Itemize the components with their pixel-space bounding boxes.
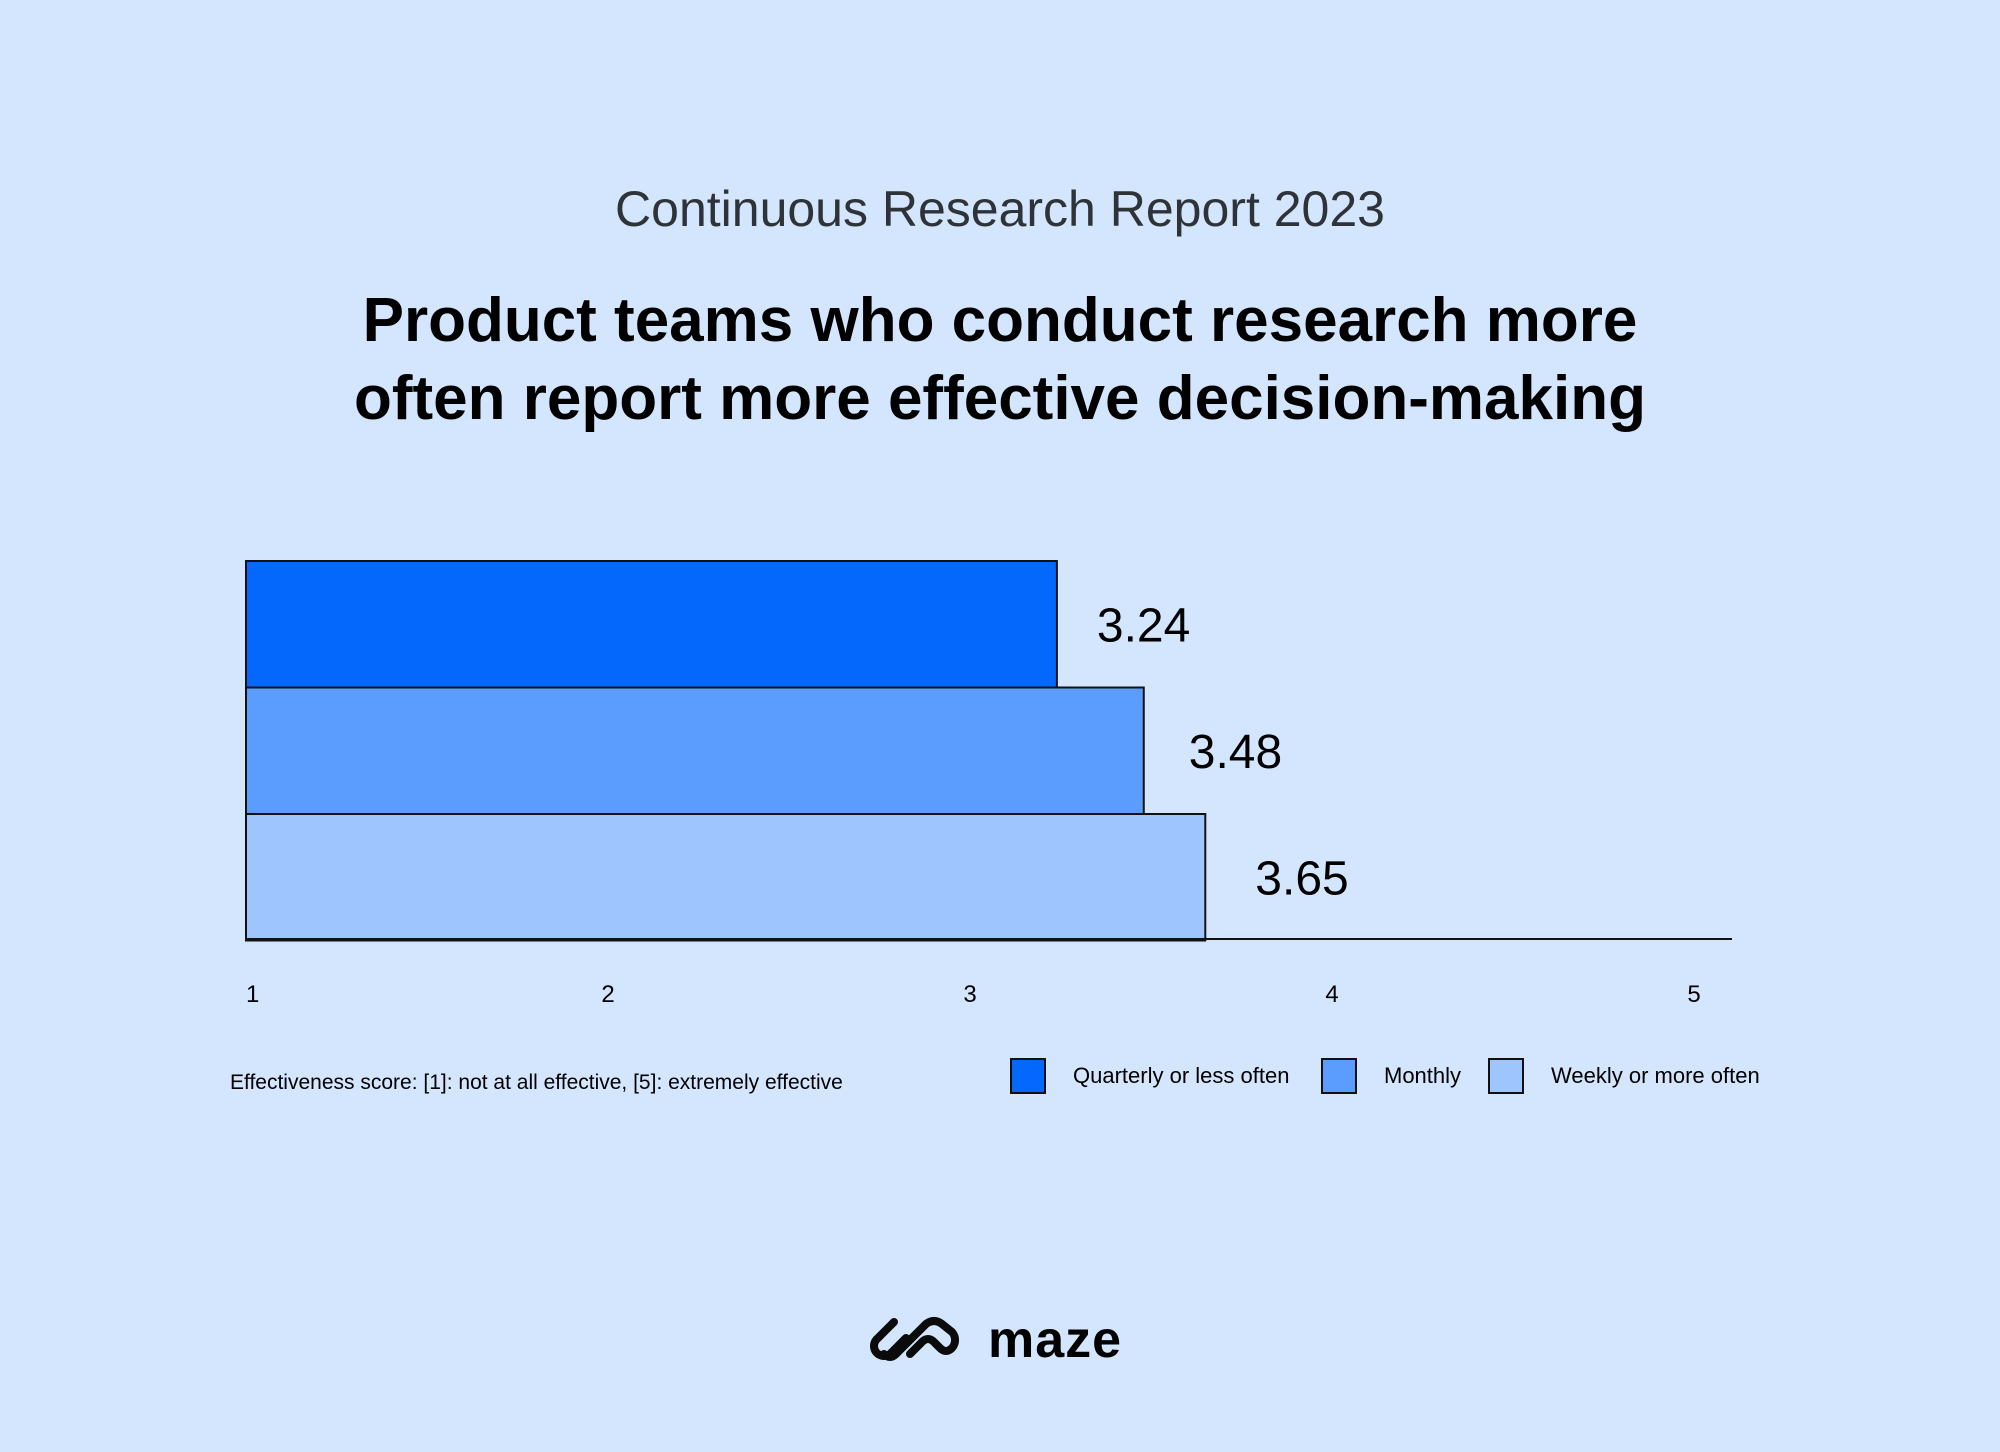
chart-footnote: Effectiveness score: [1]: not at all eff… (230, 1071, 843, 1094)
chart-title: Product teams who conduct research more … (0, 282, 2000, 438)
legend-swatch (1321, 1058, 1357, 1094)
logo-text: maze (988, 1311, 1123, 1369)
x-tick-label: 3 (963, 981, 976, 1008)
bar-0 (245, 560, 1058, 689)
bar-value-label: 3.24 (1097, 599, 1190, 652)
x-tick-label: 5 (1687, 981, 1700, 1008)
bar-1 (245, 686, 1145, 815)
maze-logo: maze (866, 1310, 1122, 1370)
title-line-1: Product teams who conduct research more (362, 286, 1638, 355)
bar-value-label: 3.48 (1189, 726, 1282, 779)
x-tick-label: 1 (246, 981, 259, 1008)
legend-item-quarterly: Quarterly or less often (1010, 1058, 1289, 1094)
legend-item-weekly: Weekly or more often (1488, 1058, 1760, 1094)
legend-label: Monthly (1384, 1063, 1462, 1088)
maze-logo-icon (870, 1317, 959, 1361)
legend-label: Quarterly or less often (1073, 1063, 1290, 1088)
x-tick-label: 4 (1325, 981, 1338, 1008)
x-tick-label: 2 (601, 981, 614, 1008)
report-subtitle: Continuous Research Report 2023 (615, 181, 1385, 237)
title-line-2: often report more effective decision-mak… (354, 364, 1646, 433)
legend-label: Weekly or more often (1551, 1063, 1760, 1088)
legend-item-monthly: Monthly (1321, 1058, 1461, 1094)
legend-swatch (1010, 1058, 1046, 1094)
legend-swatch (1488, 1058, 1524, 1094)
bar-value-label: 3.65 (1255, 852, 1348, 905)
bar-2 (245, 813, 1207, 942)
